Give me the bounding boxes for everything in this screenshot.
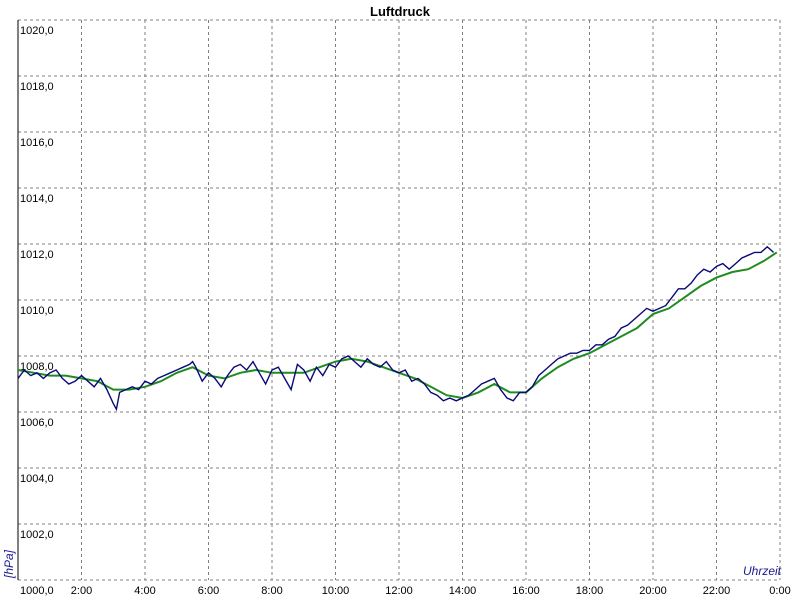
- x-tick-label: 0:00: [769, 585, 790, 597]
- y-tick-labels: 1000,0 1002,0 1004,0 1006,0 1008,0 1010,0 1012…: [20, 25, 54, 597]
- y-tick-label: 1008,0: [20, 361, 54, 373]
- x-tick-label: 4:00: [134, 585, 155, 597]
- x-tick-label: 12:00: [385, 585, 413, 597]
- x-tick-label: 2:00: [71, 585, 92, 597]
- x-tick-label: 16:00: [512, 585, 540, 597]
- y-tick-label: 1020,0: [20, 25, 54, 37]
- x-tick-label: 8:00: [261, 585, 282, 597]
- y-tick-label: 1006,0: [20, 417, 54, 429]
- y-tick-label: 1018,0: [20, 81, 54, 93]
- x-tick-label: 18:00: [576, 585, 604, 597]
- y-tick-label: 1000,0: [20, 585, 54, 597]
- y-tick-label: 1012,0: [20, 249, 54, 261]
- y-tick-label: 1004,0: [20, 473, 54, 485]
- x-tick-label: 14:00: [449, 585, 477, 597]
- x-tick-label: 6:00: [198, 585, 219, 597]
- y-tick-label: 1014,0: [20, 193, 54, 205]
- series-smooth-line: [17, 251, 778, 400]
- x-tick-label: 20:00: [639, 585, 667, 597]
- x-axis-label: Uhrzeit: [743, 564, 782, 578]
- y-axis-label: [hPa]: [2, 549, 16, 579]
- y-tick-label: 1002,0: [20, 529, 54, 541]
- chart-title: Luftdruck: [370, 4, 431, 19]
- x-tick-label: 22:00: [703, 585, 731, 597]
- y-tick-label: 1016,0: [20, 137, 54, 149]
- grid: [18, 19, 781, 581]
- series-raw-line: [17, 245, 775, 412]
- x-tick-labels: 2:00 4:00 6:00 8:00 10:00 12:00 14:00 16:00 18:0…: [71, 585, 791, 597]
- x-tick-label: 10:00: [322, 585, 350, 597]
- y-tick-label: 1010,0: [20, 305, 54, 317]
